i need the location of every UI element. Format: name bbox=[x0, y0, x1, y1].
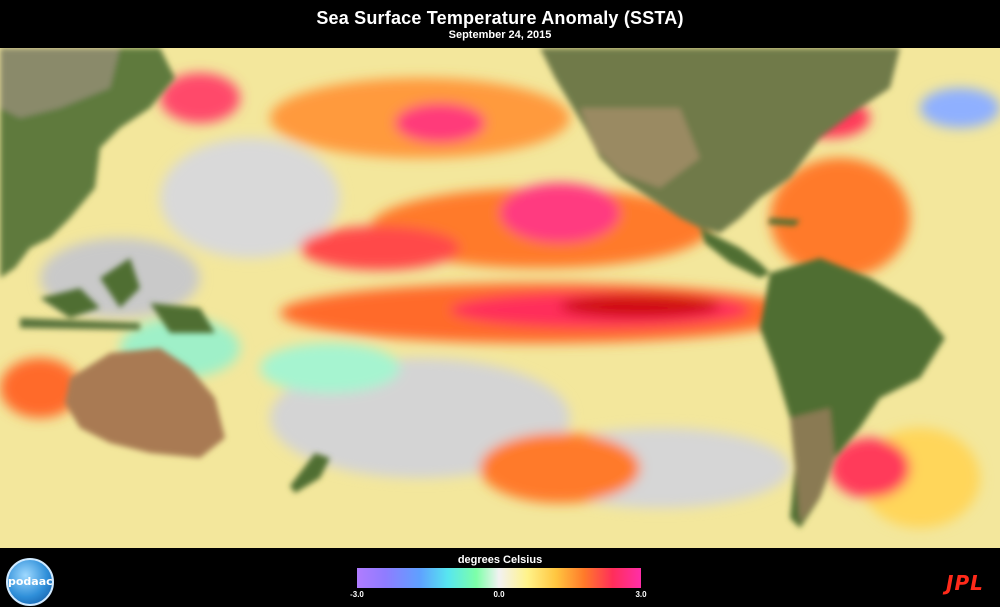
anomaly-layer bbox=[0, 73, 1000, 528]
colorbar-label: degrees Celsius bbox=[457, 554, 543, 566]
colorbar-tick-max: 3.0 bbox=[635, 590, 647, 599]
map-date: September 24, 2015 bbox=[448, 29, 552, 41]
colorbar-tick-zero: 0.0 bbox=[493, 590, 505, 599]
map-title: Sea Surface Temperature Anomaly (SSTA) bbox=[316, 8, 684, 28]
colorbar-tick-min: -3.0 bbox=[350, 590, 364, 599]
north-america-landmass bbox=[540, 48, 900, 233]
map-canvas bbox=[0, 48, 1000, 548]
land-layer bbox=[0, 48, 945, 528]
colorbar bbox=[357, 568, 641, 588]
ssta-map bbox=[0, 48, 1000, 548]
new-zealand bbox=[290, 453, 330, 493]
new-guinea bbox=[150, 303, 215, 333]
australia-landmass bbox=[65, 348, 225, 458]
podaac-logo: podaac bbox=[6, 558, 54, 606]
jpl-logo: JPL bbox=[946, 571, 984, 595]
